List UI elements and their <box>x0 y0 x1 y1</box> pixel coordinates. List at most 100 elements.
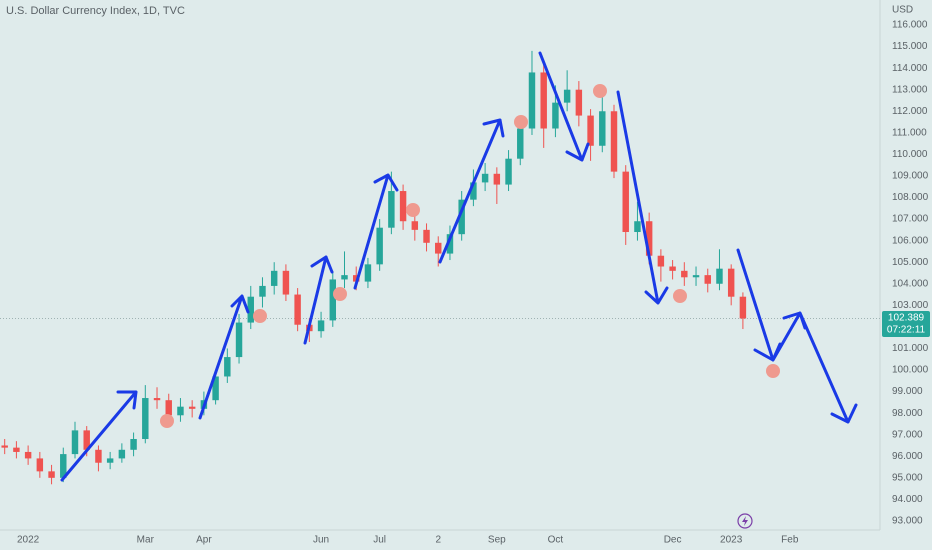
candle-body <box>118 449 126 459</box>
y-tick-label: 114.000 <box>892 63 928 74</box>
candle-body <box>517 128 524 159</box>
x-tick-label: Jun <box>313 535 329 546</box>
x-tick-label: Apr <box>196 535 212 546</box>
marker-dot <box>766 364 780 378</box>
candle-body <box>481 173 489 183</box>
candle-body <box>212 376 219 401</box>
candle-body <box>1 445 8 448</box>
y-tick-label: 110.000 <box>892 149 928 160</box>
candle-body <box>235 322 243 358</box>
arrow <box>736 248 858 424</box>
arrow <box>538 51 590 162</box>
candle-body <box>153 398 161 401</box>
candle-body <box>388 191 395 228</box>
candle-body <box>563 89 571 103</box>
arrow <box>60 390 138 482</box>
candle-body <box>259 285 266 297</box>
marker-dot <box>160 414 174 428</box>
candle-body <box>645 221 653 256</box>
countdown: 07:22:11 <box>887 325 926 336</box>
candle-body <box>48 471 55 478</box>
marker-dot <box>406 203 420 217</box>
arrow <box>198 294 250 420</box>
y-tick-label: 93.000 <box>892 516 923 527</box>
candle-body <box>692 275 700 278</box>
candle-body <box>13 447 20 452</box>
y-tick-label: 97.000 <box>892 429 923 440</box>
candle-body <box>95 449 102 463</box>
x-tick-label: 2022 <box>17 535 40 546</box>
y-tick-label: 101.000 <box>892 343 929 354</box>
y-tick-label: 108.000 <box>892 192 929 203</box>
y-tick-label: 98.000 <box>892 408 923 419</box>
candle-body <box>294 294 301 325</box>
candle-body <box>575 89 583 116</box>
candle-body <box>622 171 629 233</box>
marker-dot <box>673 289 687 303</box>
y-tick-label: 94.000 <box>892 494 923 505</box>
candle-body <box>282 270 290 295</box>
y-tick-label: 104.000 <box>892 278 929 289</box>
candle-body <box>458 199 465 235</box>
y-tick-label: 105.000 <box>892 257 929 268</box>
candle-body <box>376 227 383 265</box>
x-tick-label: Oct <box>548 535 564 546</box>
candle-body <box>669 266 676 271</box>
x-tick-label: Sep <box>488 535 506 546</box>
candle-body <box>528 72 536 129</box>
candle-body <box>634 221 641 233</box>
candle-body <box>247 296 254 323</box>
y-tick-label: 109.000 <box>892 171 929 182</box>
candle-body <box>83 430 90 450</box>
x-tick-label: Jul <box>373 535 386 546</box>
chart-title: U.S. Dollar Currency Index, 1D, TVC <box>6 5 185 17</box>
y-tick-label: 107.000 <box>892 214 929 225</box>
currency-label: USD <box>892 5 913 16</box>
y-tick-label: 106.000 <box>892 235 929 246</box>
x-tick-label: 2 <box>435 535 441 546</box>
candle-body <box>493 173 501 185</box>
candle-body <box>188 406 196 409</box>
candle-body <box>727 268 735 297</box>
x-tick-label: Feb <box>781 535 799 546</box>
candle-body <box>435 242 442 254</box>
y-tick-label: 115.000 <box>892 41 928 52</box>
candle-body <box>60 454 67 478</box>
candle-body <box>142 398 149 440</box>
last-price: 102.389 <box>888 313 925 324</box>
marker-dot <box>593 84 607 98</box>
x-tick-label: Dec <box>664 535 682 546</box>
marker-dot <box>514 115 528 129</box>
candle-body <box>270 270 278 286</box>
candle-body <box>599 111 606 146</box>
candle-body <box>657 255 665 267</box>
candle-body <box>587 115 594 146</box>
y-tick-label: 113.000 <box>892 84 928 95</box>
annotations <box>60 51 858 482</box>
candle-body <box>399 191 407 222</box>
y-tick-label: 112.000 <box>892 106 928 117</box>
y-tick-label: 116.000 <box>892 20 928 31</box>
candle-body <box>165 400 172 416</box>
candle-body <box>130 439 137 450</box>
candle-body <box>329 279 337 321</box>
marker-dot <box>333 287 347 301</box>
y-tick-label: 100.000 <box>892 365 929 376</box>
candle-body <box>610 111 618 172</box>
candle-body <box>411 221 419 230</box>
arrow <box>353 173 399 290</box>
candle-body <box>352 275 360 282</box>
candle-body <box>224 357 231 377</box>
last-price-tag: 102.389 07:22:11 <box>882 311 930 337</box>
y-tick-label: 103.000 <box>892 300 929 311</box>
price-tag-box <box>882 311 930 337</box>
y-tick-label: 99.000 <box>892 386 923 397</box>
candle-body <box>540 72 547 129</box>
marker-dot <box>253 309 267 323</box>
y-tick-label: 111.000 <box>892 127 927 138</box>
arrow <box>438 118 505 264</box>
candle-body <box>423 229 430 243</box>
arrow <box>616 90 669 305</box>
